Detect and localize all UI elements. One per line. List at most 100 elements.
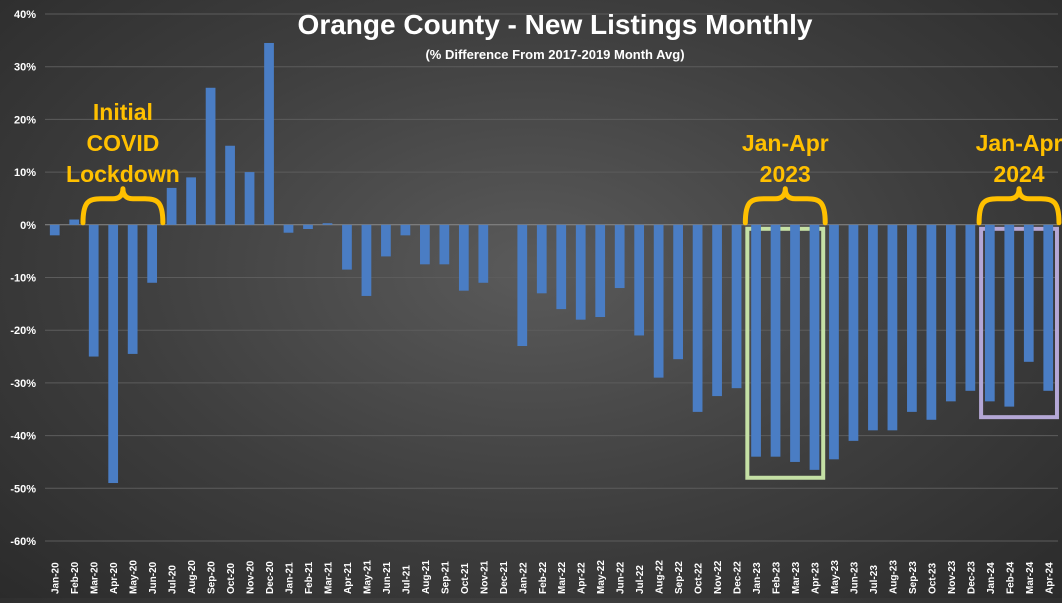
bar (1024, 225, 1034, 362)
x-tick-label: Sep-20 (207, 561, 218, 594)
bar (225, 146, 235, 225)
y-tick-label: 0% (20, 220, 36, 232)
bar (927, 225, 937, 420)
x-tick-label: Oct-22 (694, 562, 705, 594)
bar (264, 43, 274, 225)
x-tick-label: Apr-23 (810, 562, 821, 594)
bar (829, 225, 839, 460)
curly-brace (745, 189, 825, 223)
bar (167, 188, 177, 225)
x-tick-label: Nov-23 (947, 560, 958, 594)
curly-brace (83, 189, 163, 223)
bar (654, 225, 664, 378)
curly-brace (979, 189, 1059, 223)
bar (537, 225, 547, 294)
x-tick-label: May-22 (596, 560, 607, 594)
x-tick-label: Jan-23 (752, 562, 763, 594)
bar (634, 225, 644, 336)
y-tick-label: -20% (10, 325, 36, 337)
annotation-label: Jan-Apr (742, 130, 829, 156)
x-tick-label: Jul-20 (168, 565, 179, 594)
x-tick-label: Sep-21 (440, 561, 451, 594)
bar (147, 225, 157, 283)
bar (595, 225, 605, 317)
annotation-label: COVID (87, 130, 160, 156)
bar (576, 225, 586, 320)
bar (751, 225, 761, 457)
bar (907, 225, 917, 412)
bar (810, 225, 820, 470)
x-tick-label: Jun-20 (148, 561, 159, 594)
x-tick-label: Jan-24 (986, 562, 997, 594)
grid-lines (45, 14, 1058, 541)
bar (673, 225, 683, 359)
bar (323, 223, 333, 225)
x-tick-label: May-20 (129, 560, 140, 594)
x-tick-label: Apr-22 (577, 562, 588, 594)
x-tick-label: Dec-20 (265, 561, 276, 594)
bar (342, 225, 352, 270)
x-tick-label: Feb-24 (1005, 561, 1016, 594)
x-tick-label: Apr-24 (1044, 562, 1055, 594)
x-tick-label: Sep-22 (674, 561, 685, 594)
bar (517, 225, 527, 346)
x-tick-label: May-23 (830, 560, 841, 594)
bar (965, 225, 975, 391)
bar (693, 225, 703, 412)
bar (401, 225, 411, 236)
y-tick-label: -50% (10, 483, 36, 495)
y-tick-label: 40% (14, 9, 36, 21)
bar (381, 225, 391, 257)
x-tick-label: Oct-21 (460, 562, 471, 594)
x-tick-label: Apr-21 (343, 562, 354, 594)
x-tick-label: Nov-20 (246, 560, 257, 594)
bar (303, 225, 313, 229)
annotation-label: 2023 (760, 161, 811, 187)
bar (1004, 225, 1014, 407)
x-tick-label: Nov-21 (479, 560, 490, 594)
x-tick-label: Feb-22 (538, 561, 549, 594)
annotation-label: Initial (93, 99, 153, 125)
bar (362, 225, 372, 296)
bar (108, 225, 118, 483)
x-tick-label: Mar-24 (1025, 561, 1036, 594)
x-tick-label: Jul-21 (401, 565, 412, 594)
x-axis-ticks: Jan-20 Feb-20 Mar-20 Apr-20 May-20 Jun-20 Jul-… (51, 560, 1056, 594)
chart-title: Orange County - New Listings Monthly (298, 9, 813, 40)
bar (849, 225, 859, 441)
x-tick-label: Mar-20 (90, 561, 101, 594)
y-tick-label: -60% (10, 536, 36, 548)
x-tick-label: Apr-20 (109, 562, 120, 594)
x-tick-label: Aug-20 (187, 560, 198, 594)
x-tick-label: Sep-23 (908, 561, 919, 594)
bar (790, 225, 800, 462)
bar (50, 225, 60, 236)
bar (478, 225, 488, 283)
bar (245, 172, 255, 225)
x-tick-label: Aug-22 (655, 560, 666, 594)
bar (186, 177, 196, 224)
x-tick-label: May-21 (362, 560, 373, 594)
bar (459, 225, 469, 291)
bar (439, 225, 449, 265)
y-axis-ticks: 40%30%20%10%0%-10%-20%-30%-40%-50%-60% (10, 9, 36, 548)
x-tick-label: Dec-21 (499, 561, 510, 594)
x-tick-label: Jul-22 (635, 565, 646, 594)
bar (946, 225, 956, 402)
bar (985, 225, 995, 402)
bar (868, 225, 878, 431)
x-tick-label: Jan-20 (51, 562, 62, 594)
x-tick-label: Jan-22 (518, 562, 529, 594)
annotation-label: Lockdown (66, 161, 180, 187)
y-tick-label: -10% (10, 273, 36, 285)
x-tick-label: Jul-23 (869, 565, 880, 594)
y-tick-label: 30% (14, 62, 36, 74)
x-tick-label: Mar-21 (323, 561, 334, 594)
x-tick-label: Dec-22 (733, 561, 744, 594)
annotation-label: 2024 (993, 161, 1044, 187)
x-tick-label: Feb-20 (70, 561, 81, 594)
x-tick-label: Feb-21 (304, 561, 315, 594)
x-tick-label: Jun-21 (382, 561, 393, 594)
bar (556, 225, 566, 309)
